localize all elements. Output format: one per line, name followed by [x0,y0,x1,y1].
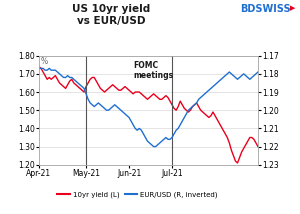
Text: ▶: ▶ [290,5,295,11]
Text: US 10yr yield
vs EUR/USD: US 10yr yield vs EUR/USD [72,4,150,26]
Text: FOMC
meetings: FOMC meetings [133,61,173,80]
Text: BDSWISS: BDSWISS [240,4,291,14]
Text: %: % [41,56,48,65]
Legend: 10yr yield (L), EUR/USD (R, inverted): 10yr yield (L), EUR/USD (R, inverted) [55,189,220,201]
